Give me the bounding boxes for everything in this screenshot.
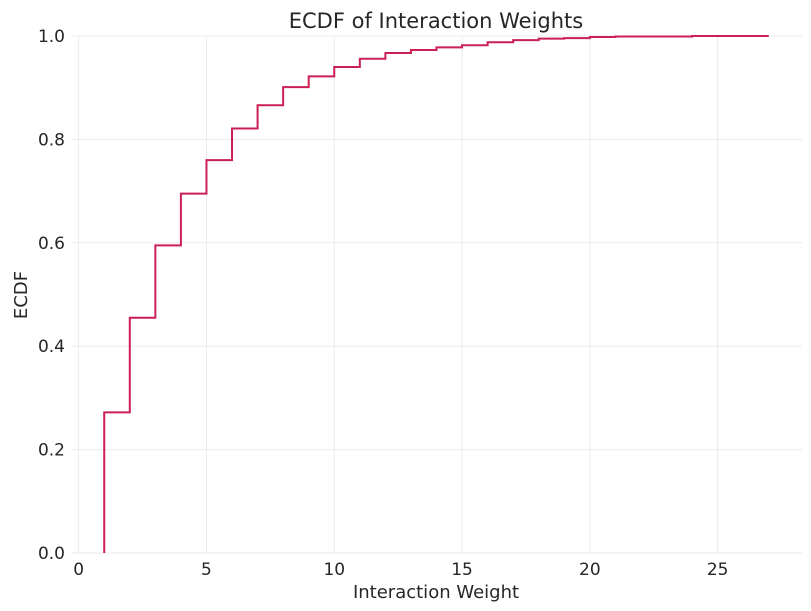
x-tick-label: 0: [73, 560, 84, 580]
ecdf-step-line: [103, 35, 769, 553]
x-tick-label: 10: [323, 560, 345, 580]
y-tick-label: 0.6: [38, 234, 65, 254]
y-axis-label: ECDF: [11, 271, 32, 319]
ecdf-series: [103, 35, 769, 553]
chart-title: ECDF of Interaction Weights: [289, 9, 583, 33]
y-tick-label: 0.8: [38, 130, 65, 150]
y-axis-ticks: 0.0 0.2 0.4 0.6 0.8 1.0: [38, 27, 65, 564]
x-tick-label: 20: [579, 560, 601, 580]
x-tick-label: 15: [451, 560, 473, 580]
x-tick-label: 25: [707, 560, 729, 580]
grid-lines: [71, 35, 802, 554]
y-tick-label: 0.0: [38, 544, 65, 564]
x-tick-label: 5: [201, 560, 212, 580]
x-axis-ticks: 0 5 10 15 20 25: [73, 560, 728, 580]
x-axis-label: Interaction Weight: [353, 582, 519, 603]
y-tick-label: 1.0: [38, 27, 65, 47]
y-tick-label: 0.2: [38, 441, 65, 461]
y-tick-label: 0.4: [38, 337, 65, 357]
